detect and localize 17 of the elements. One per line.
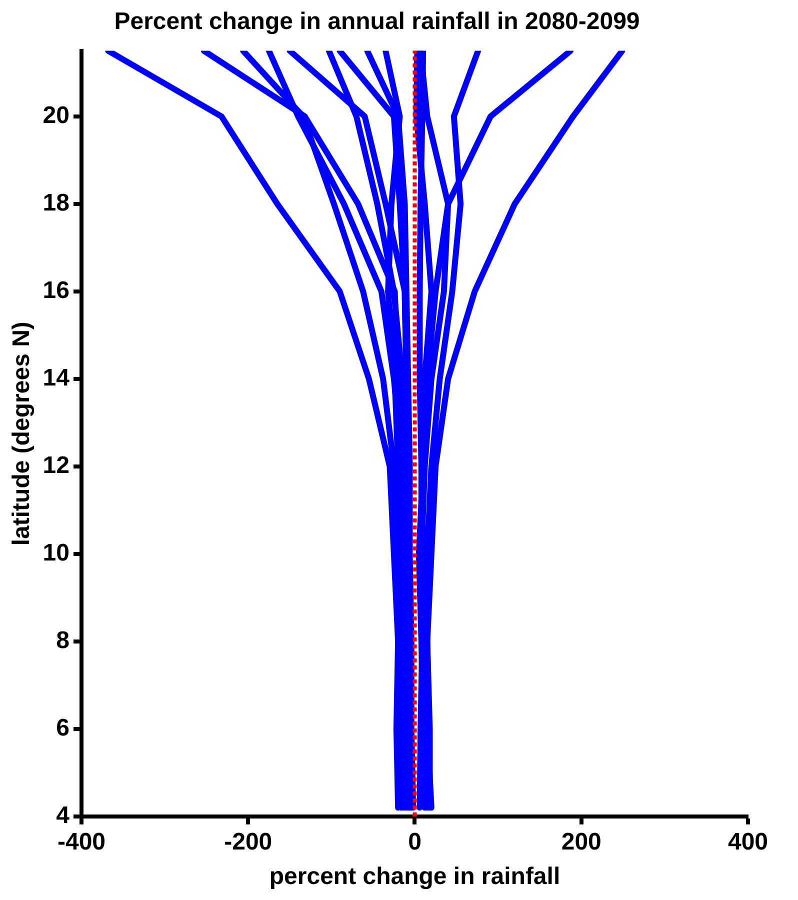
y-axis-title: latitude (degrees N) — [8, 322, 36, 546]
chart-title: Percent change in annual rainfall in 2080-2099 — [114, 8, 640, 36]
y-tick-label: 12 — [42, 452, 70, 480]
y-tick-label: 8 — [56, 627, 70, 654]
y-tick-label: 16 — [42, 277, 70, 304]
y-tick-label: 6 — [56, 714, 70, 742]
y-tick-label: 4 — [56, 802, 70, 830]
y-tick-label: 18 — [42, 190, 70, 217]
x-axis-title: percent change in rainfall — [269, 863, 560, 890]
x-tick-label: 200 — [561, 828, 602, 856]
y-tick-label: 10 — [42, 540, 70, 567]
x-tick-label: -200 — [224, 828, 272, 856]
x-tick-label: 400 — [728, 828, 768, 856]
x-tick-label: -400 — [57, 828, 106, 856]
x-tick-label: 0 — [408, 828, 422, 856]
y-tick-label: 14 — [42, 364, 70, 392]
y-tick-label: 20 — [42, 102, 70, 130]
